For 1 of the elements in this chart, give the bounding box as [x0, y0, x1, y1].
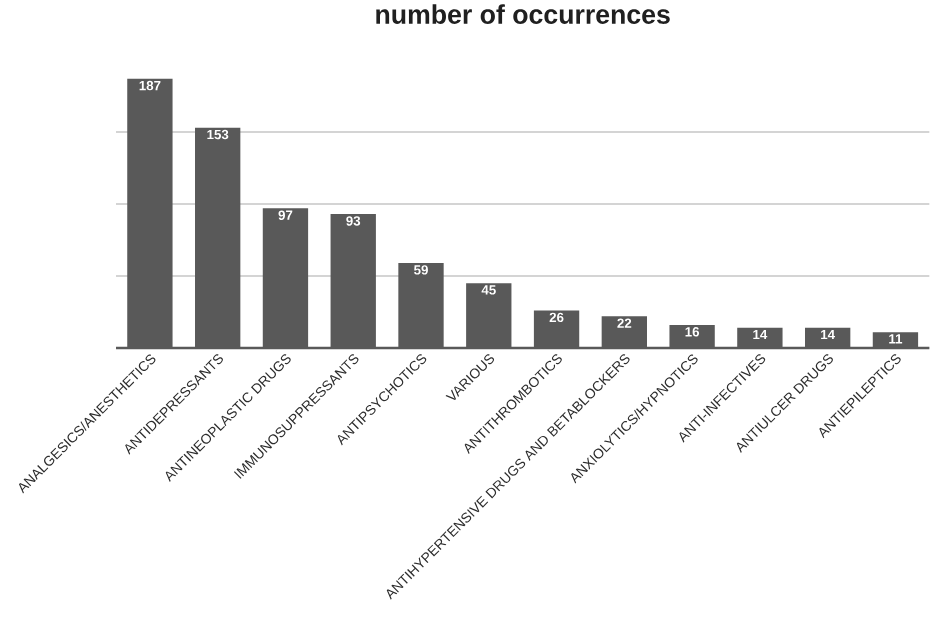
chart-title: number of occurrences — [376, 4, 670, 24]
